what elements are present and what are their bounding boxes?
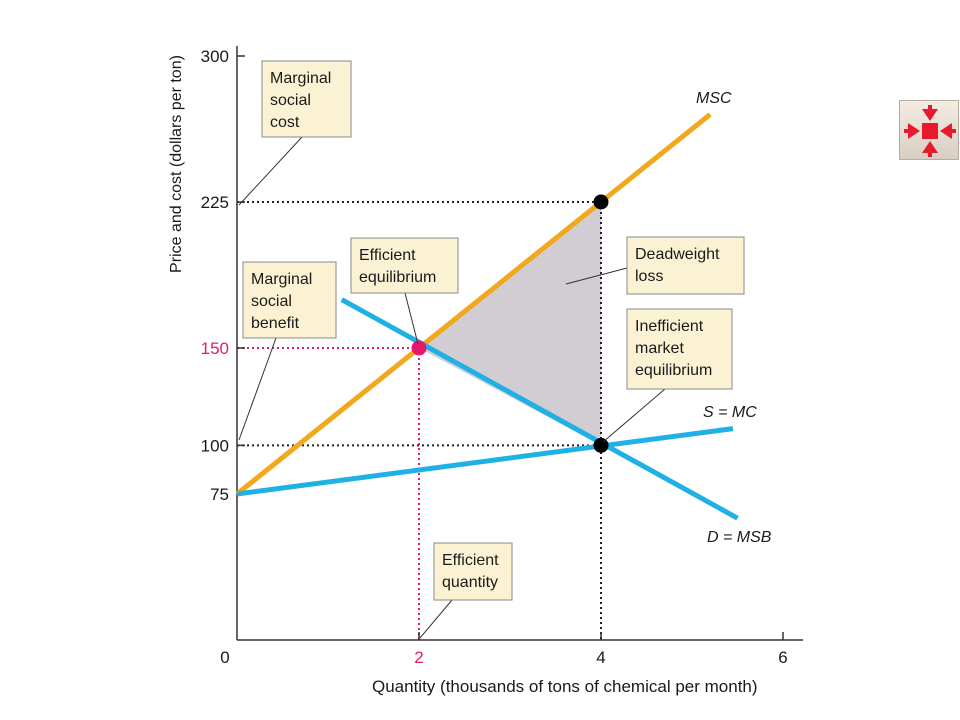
- x-tick-label-2: 2: [414, 648, 423, 667]
- callout-leader-eff-eq: [404, 292, 419, 345]
- callout-text-msc-0: Marginal: [270, 70, 331, 87]
- icon-arrow-right: [940, 123, 952, 139]
- callout-text-dwl-0: Deadweight: [635, 246, 720, 263]
- series-label-s-mc: S = MC: [703, 404, 757, 421]
- callout-leader-dwl: [565, 267, 628, 285]
- y-tick-label-225: 225: [201, 193, 229, 212]
- callout-text-msb-1: social: [251, 293, 292, 310]
- callout-msb: Marginal social benefit: [238, 261, 337, 441]
- callout-leader-eff-q: [419, 599, 453, 639]
- y-tick-label-300: 300: [201, 47, 229, 66]
- callout-text-ineff-1: market: [635, 340, 684, 357]
- series-line-d-msb: [340, 297, 739, 521]
- x-tick-label-4: 4: [596, 648, 605, 667]
- collapse-arrows-icon: [904, 105, 956, 157]
- icon-arrow-left: [908, 123, 920, 139]
- callout-text-eff-eq-0: Efficient: [359, 247, 416, 264]
- callout-eff-q: Efficient quantity: [419, 542, 513, 639]
- callout-box-dwl: [626, 236, 745, 295]
- callout-box-eff-eq: [350, 237, 459, 294]
- callout-eff-eq: Efficient equilibrium: [350, 237, 459, 345]
- callout-text-ineff-0: Inefficient: [635, 318, 704, 335]
- icon-stem-top: [928, 105, 932, 111]
- callout-box-eff-q: [433, 542, 513, 601]
- icon-stem-right: [950, 129, 956, 133]
- callout-leader-ineff: [602, 388, 666, 443]
- callout-text-msc-2: cost: [270, 114, 300, 131]
- callout-box-msb: [242, 261, 337, 339]
- callout-ineff: Inefficient market equilibrium: [602, 308, 733, 443]
- series-label-d-msb: D = MSB: [707, 529, 772, 546]
- callout-text-msc-1: social: [270, 92, 311, 109]
- callout-text-msb-0: Marginal: [251, 271, 312, 288]
- series-line-s-mc: [236, 426, 734, 497]
- y-axis-label: Price and cost (dollars per ton): [168, 55, 185, 273]
- series-label-msc: MSC: [696, 90, 732, 107]
- icon-stem-bottom: [928, 151, 932, 157]
- callout-text-eff-q-0: Efficient: [442, 552, 499, 569]
- efficient-equilibrium-point: [411, 340, 427, 356]
- msc-at-q4-point: [593, 194, 609, 210]
- icon-arrow-top: [922, 109, 938, 121]
- y-tick-label-150: 150: [201, 339, 229, 358]
- callout-text-msb-2: benefit: [251, 315, 300, 332]
- y-tick-label-75: 75: [210, 485, 229, 504]
- callout-text-dwl-1: loss: [635, 268, 663, 285]
- callout-text-ineff-2: equilibrium: [635, 362, 712, 379]
- callout-box-ineff: [626, 308, 733, 390]
- callout-text-eff-q-1: quantity: [442, 574, 498, 591]
- inefficient-equilibrium-point: [593, 437, 609, 453]
- icon-arrow-bottom: [922, 141, 938, 153]
- callout-leader-msb: [238, 337, 277, 441]
- x-tick-label-6: 6: [778, 648, 787, 667]
- x-tick-label-0: 0: [220, 648, 229, 667]
- callout-text-eff-eq-1: equilibrium: [359, 269, 436, 286]
- callout-msc: Marginal social cost: [238, 60, 352, 206]
- series-line-msc: [235, 112, 712, 496]
- deadweight-loss-region: [419, 202, 601, 446]
- collapse-nav-button[interactable]: [899, 100, 959, 160]
- x-axis-label: Quantity (thousands of tons of chemical …: [372, 677, 758, 696]
- callout-leader-msc: [238, 136, 303, 206]
- callout-dwl: Deadweight loss: [565, 236, 745, 295]
- icon-stem-left: [904, 129, 910, 133]
- y-tick-label-100: 100: [201, 436, 229, 455]
- icon-center-square: [922, 123, 938, 139]
- callout-box-msc: [261, 60, 352, 138]
